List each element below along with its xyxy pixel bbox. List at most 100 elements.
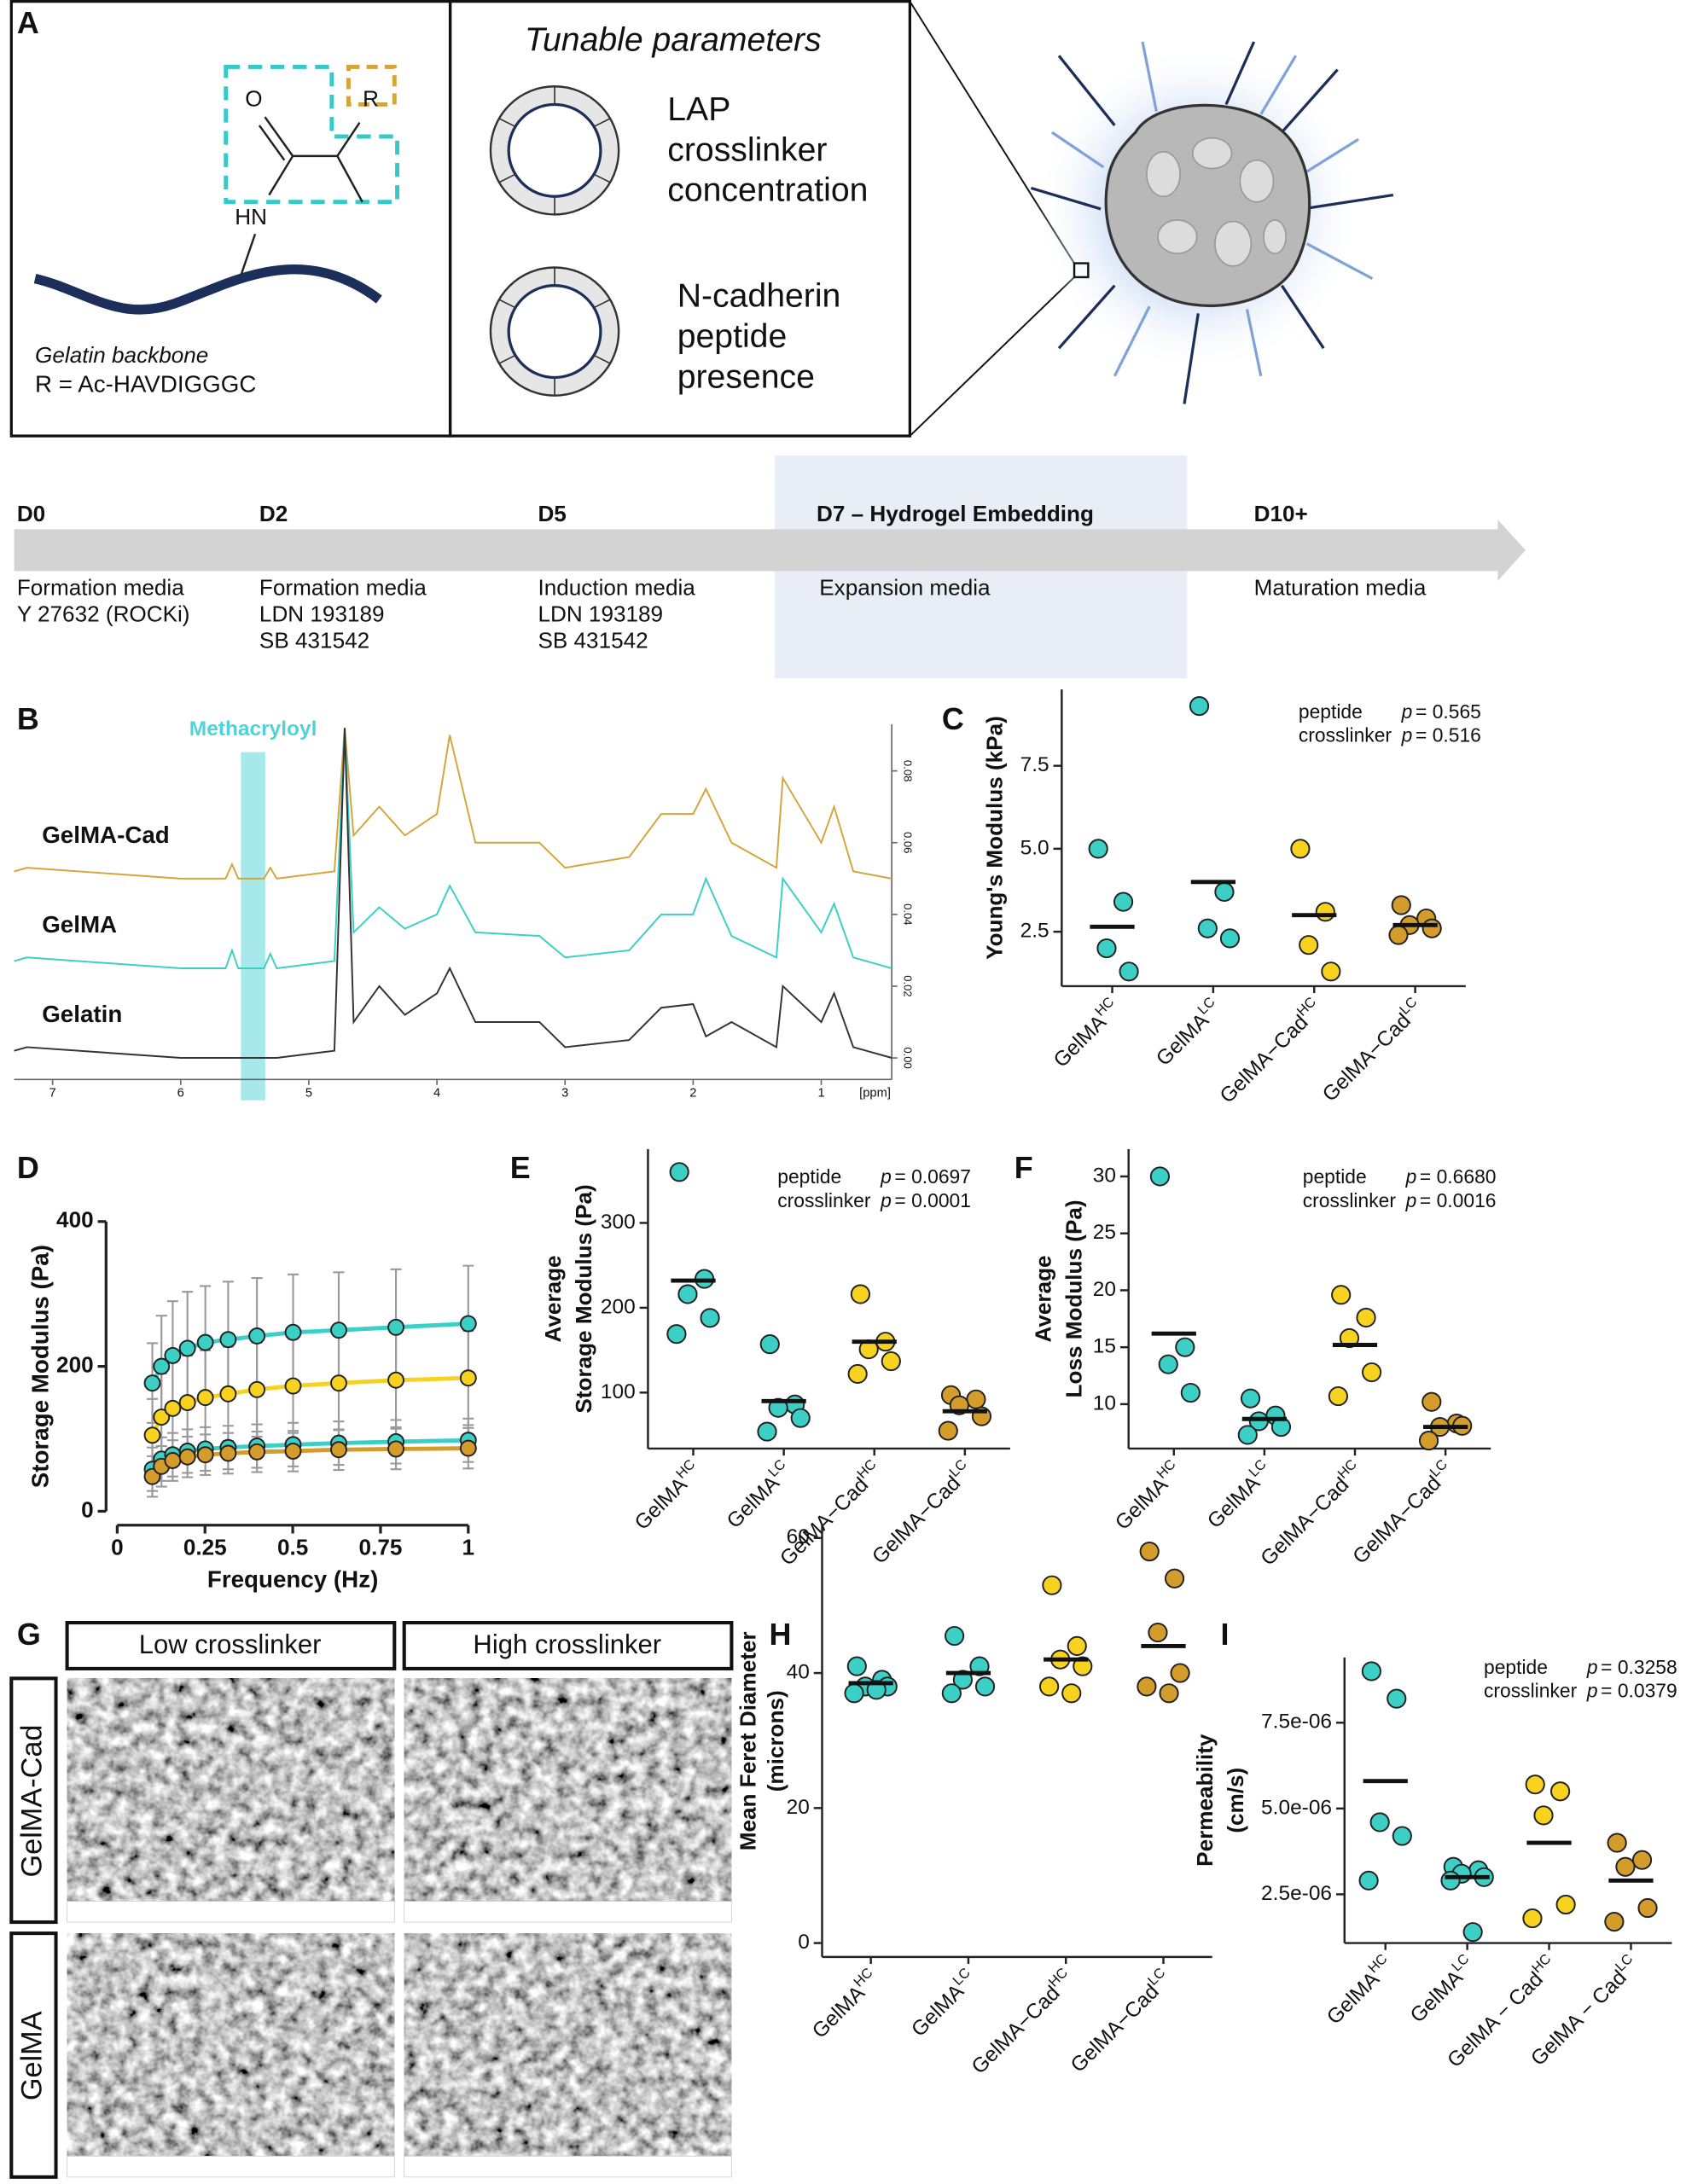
column-label: High crosslinker: [473, 1629, 661, 1659]
data-point: [1358, 1870, 1379, 1891]
parameter-label: presence: [677, 358, 815, 395]
data-point: [1331, 1285, 1352, 1305]
spectrum-line: [14, 728, 892, 1059]
y-tick-label: 2.5e-06: [1261, 1882, 1332, 1905]
x-tick-label: 1: [817, 1087, 824, 1101]
backbone: [33, 264, 382, 315]
y-tick-label: 10: [1093, 1391, 1116, 1414]
x-tick-label: 4: [433, 1087, 440, 1101]
panel-letter: B: [17, 701, 39, 736]
data-point: [387, 1371, 405, 1389]
stage-media: LDN 193189: [538, 601, 663, 627]
stage-day: D0: [17, 501, 45, 526]
stage-media: Formation media: [17, 575, 184, 601]
category-name: GelMA−Cad: [869, 1472, 966, 1569]
data-point: [1555, 1894, 1576, 1915]
panel-letter: E: [510, 1150, 531, 1185]
stat-symbol: p: [1405, 1165, 1417, 1188]
wheel: [489, 85, 620, 397]
data-point: [941, 1683, 962, 1704]
data-point: [846, 1656, 867, 1676]
data-point: [1299, 935, 1319, 956]
sem-info-bar: [404, 1901, 732, 1923]
data-point: [330, 1374, 347, 1392]
data-point: [1369, 1812, 1390, 1833]
data-point: [284, 1443, 302, 1460]
panel-letter: D: [17, 1150, 39, 1185]
y-tick-label: 0: [81, 1496, 94, 1522]
stage-day: D7 – Hydrogel Embedding: [817, 501, 1094, 526]
stat-value: = 0.0697: [894, 1165, 971, 1188]
stat-value: = 0.0379: [1601, 1680, 1677, 1702]
data-point: [1421, 918, 1442, 938]
atom-label: O: [245, 85, 262, 111]
label: Gelatin backbone: [35, 342, 208, 368]
x-tick-label: GelMAHC: [805, 1965, 884, 2043]
stage-media: Induction media: [538, 575, 695, 601]
data-point: [666, 1324, 687, 1345]
y-tick-label: 400: [56, 1207, 94, 1233]
data-point: [1170, 1663, 1190, 1683]
data-point: [143, 1374, 161, 1392]
x-axis-label: [ppm]: [859, 1087, 891, 1101]
y-tick-label: 100: [601, 1380, 636, 1403]
x-tick-label: GelMALC: [905, 1965, 982, 2042]
panel-g: G Low crosslinker High crosslinker GelMA-Ca…: [9, 1617, 734, 2179]
data-point: [1240, 1388, 1261, 1409]
stat-name: peptide: [1484, 1656, 1548, 1678]
data-point: [1362, 1362, 1382, 1383]
x-tick-label: GelMAHC: [1109, 1456, 1188, 1535]
data-point: [850, 1284, 870, 1304]
y-axis-label: Average: [1031, 1255, 1056, 1342]
data-point: [178, 1448, 196, 1466]
data-point: [669, 1162, 689, 1182]
x-tick-label: GelMA−CadHC: [965, 1965, 1079, 2079]
data-point: [164, 1399, 182, 1417]
y-tick-label: 25: [1093, 1221, 1116, 1244]
data-point: [330, 1321, 347, 1339]
stat-name: crosslinker: [1484, 1680, 1578, 1702]
x-tick-label: 2: [689, 1087, 696, 1101]
x-tick-label: GelMA−CadLC: [1316, 994, 1428, 1107]
stat-name: crosslinker: [1299, 724, 1392, 746]
data-point: [1315, 902, 1335, 922]
data-point: [178, 1394, 196, 1412]
data-point: [153, 1409, 171, 1426]
data-point: [1042, 1575, 1062, 1595]
y-axis-label: (microns): [763, 1690, 788, 1792]
highlight-band: [241, 752, 265, 1101]
category-name: GelMA: [1406, 1966, 1468, 2027]
data-point: [459, 1369, 477, 1387]
x-tick-label: GelMA−CadLC: [1346, 1456, 1459, 1569]
header-box: [65, 1621, 397, 1670]
parameter-label: LAP: [667, 91, 730, 128]
data-point: [459, 1315, 477, 1333]
y-tick-label: 200: [56, 1352, 94, 1378]
series-label: GelMA-Cad: [42, 822, 170, 848]
x-tick-label: 5: [305, 1087, 312, 1101]
stat-value: = 0.6680: [1420, 1165, 1497, 1188]
category-name: GelMA: [723, 1472, 784, 1533]
y-tick-label: 2.5: [1020, 920, 1049, 943]
stat-value: = 0.516: [1416, 724, 1481, 746]
label: R = Ac-HAVDIGGGC: [35, 371, 256, 398]
parameter-label: concentration: [667, 172, 868, 209]
x-tick-label: 6: [177, 1087, 184, 1101]
data-point: [1067, 1635, 1087, 1656]
box: [448, 0, 911, 438]
data-point: [1356, 1307, 1376, 1328]
data-point: [1180, 1382, 1201, 1403]
row-box: [9, 1676, 58, 1925]
y-tick-label: 15: [1093, 1335, 1116, 1358]
category-name: GelMA: [908, 1980, 969, 2042]
category-name: GelMA: [808, 1982, 869, 2043]
data-point: [1113, 892, 1134, 912]
data-point: [1248, 1411, 1269, 1432]
spectrum-line: [14, 728, 892, 970]
category-name: GelMA−Cad: [1257, 1473, 1354, 1571]
stage-media: Y 27632 (ROCKi): [17, 601, 190, 627]
data-point: [969, 1656, 990, 1676]
fiber: [1030, 41, 1394, 404]
data-point: [143, 1426, 161, 1444]
stat-symbol: p: [1401, 724, 1413, 746]
